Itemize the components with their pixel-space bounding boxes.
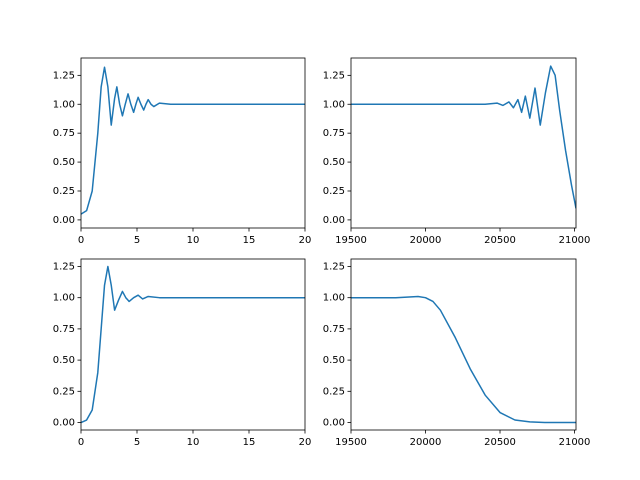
axes-frame — [80, 57, 306, 229]
y-tick-label: 0.25 — [323, 386, 345, 397]
axes-frame — [350, 258, 577, 431]
x-tick-label: 20500 — [484, 437, 516, 448]
y-tick-label: 1.00 — [53, 293, 75, 304]
y-tick-label: 0.75 — [53, 324, 75, 335]
plot-area — [81, 265, 305, 424]
y-tick-label: 0.50 — [323, 157, 345, 168]
subplot: 19500 20000 20500 21000 0.00 0.25 0.50 0.75 1.00… — [323, 258, 591, 448]
y-tick-label: 0.75 — [323, 324, 345, 335]
plot-area — [351, 295, 576, 424]
x-tick-label: 20500 — [484, 235, 516, 246]
y-tick-label: 1.00 — [53, 99, 75, 110]
y-tick-label: 0.50 — [323, 355, 345, 366]
x-tick-label: 20 — [299, 235, 312, 246]
x-tick-label: 19500 — [335, 235, 367, 246]
subplot: 19500 20000 20500 21000 0.00 0.25 0.50 0.75 1.00… — [323, 57, 591, 246]
subplot: 0 5 10 15 20 0.00 0.25 0.50 0.75 1.00 1.25 — [53, 57, 312, 246]
x-tick-label: 21000 — [559, 437, 591, 448]
y-tick-label: 0.25 — [323, 186, 345, 197]
y-tick-label: 0.25 — [53, 386, 75, 397]
x-tick-label: 15 — [243, 437, 256, 448]
y-tick-label: 1.00 — [323, 99, 345, 110]
x-tick-label: 10 — [187, 235, 200, 246]
data-line — [351, 65, 576, 209]
x-tick-label: 20000 — [410, 437, 442, 448]
data-line — [81, 265, 305, 424]
y-tick-label: 0.75 — [323, 128, 345, 139]
plot-area — [81, 66, 305, 215]
x-tick-label: 10 — [187, 437, 200, 448]
plot-area — [351, 65, 576, 209]
y-tick-label: 1.25 — [53, 261, 75, 272]
data-line — [351, 295, 576, 424]
y-tick-label: 1.00 — [323, 293, 345, 304]
y-tick-label: 1.25 — [53, 70, 75, 81]
y-tick-label: 0.00 — [323, 418, 345, 429]
y-tick-label: 0.00 — [53, 215, 75, 226]
axes-frame — [350, 57, 577, 229]
x-tick-label: 5 — [134, 235, 140, 246]
data-line — [81, 66, 305, 215]
y-tick-label: 1.25 — [323, 70, 345, 81]
y-tick-label: 0.25 — [53, 186, 75, 197]
y-tick-label: 0.00 — [323, 215, 345, 226]
x-tick-label: 21000 — [559, 235, 591, 246]
x-tick-label: 20000 — [410, 235, 442, 246]
y-tick-label: 0.50 — [53, 355, 75, 366]
y-tick-label: 0.50 — [53, 157, 75, 168]
y-tick-label: 1.25 — [323, 261, 345, 272]
x-tick-label: 20 — [299, 437, 312, 448]
axes-frame — [80, 258, 306, 431]
x-tick-label: 15 — [243, 235, 256, 246]
subplot: 0 5 10 15 20 0.00 0.25 0.50 0.75 1.00 1.25 — [53, 258, 312, 448]
y-tick-label: 0.75 — [53, 128, 75, 139]
x-tick-label: 0 — [78, 437, 84, 448]
x-tick-label: 0 — [78, 235, 84, 246]
y-tick-label: 0.00 — [53, 418, 75, 429]
x-tick-label: 5 — [134, 437, 140, 448]
x-tick-label: 19500 — [335, 437, 367, 448]
